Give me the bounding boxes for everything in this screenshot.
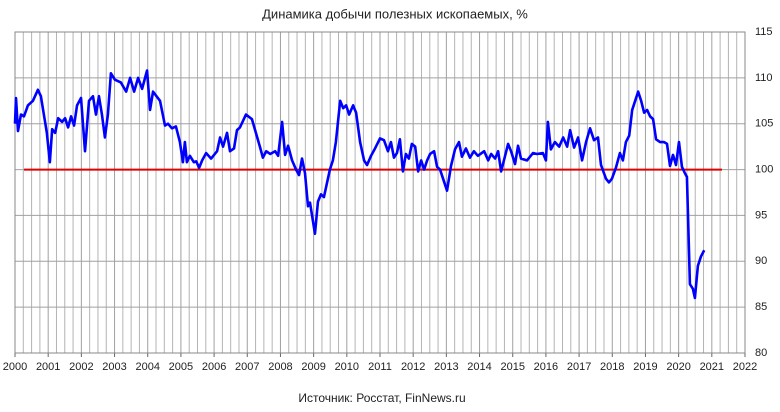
x-tick-label: 2006 — [202, 361, 226, 373]
x-tick-label: 2016 — [534, 361, 558, 373]
x-tick-label: 2013 — [434, 361, 458, 373]
x-tick-label: 2002 — [69, 361, 93, 373]
x-tick-label: 2015 — [500, 361, 524, 373]
plot-frame — [14, 31, 746, 354]
x-tick-label: 2007 — [235, 361, 259, 373]
x-tick-label: 2020 — [666, 361, 690, 373]
y-tick-label: 80 — [755, 347, 767, 359]
x-tick-label: 2000 — [3, 361, 27, 373]
y-tick-label: 110 — [755, 72, 773, 84]
x-tick-label: 2014 — [467, 361, 491, 373]
y-tick-label: 95 — [755, 209, 767, 221]
marks — [13, 69, 722, 300]
x-tick-label: 2010 — [335, 361, 359, 373]
x-tick-label: 2017 — [567, 361, 591, 373]
x-tick-label: 2018 — [600, 361, 624, 373]
x-tick-label: 2008 — [268, 361, 292, 373]
x-tick-label: 2019 — [633, 361, 657, 373]
data-line — [13, 69, 706, 300]
chart-title: Динамика добычи полезных ископаемых, % — [262, 6, 528, 21]
x-tick-label: 2011 — [368, 361, 392, 373]
source-note: Источник: Росстат, FinNews.ru — [298, 391, 465, 405]
y-tick-label: 85 — [755, 301, 767, 313]
x-tick-label: 2022 — [733, 361, 757, 373]
y-tick-label: 105 — [755, 118, 773, 130]
y-tick-label: 90 — [755, 255, 767, 267]
x-tick-label: 2005 — [169, 361, 193, 373]
x-tick-label: 2012 — [401, 361, 425, 373]
y-tick-label: 100 — [755, 163, 773, 175]
y-tick-label: 115 — [755, 26, 773, 38]
x-tick-label: 2004 — [135, 361, 159, 373]
x-tick-label: 2001 — [36, 361, 60, 373]
x-tick-label: 2021 — [700, 361, 724, 373]
x-tick-label: 2009 — [301, 361, 325, 373]
x-tick-label: 2003 — [102, 361, 126, 373]
